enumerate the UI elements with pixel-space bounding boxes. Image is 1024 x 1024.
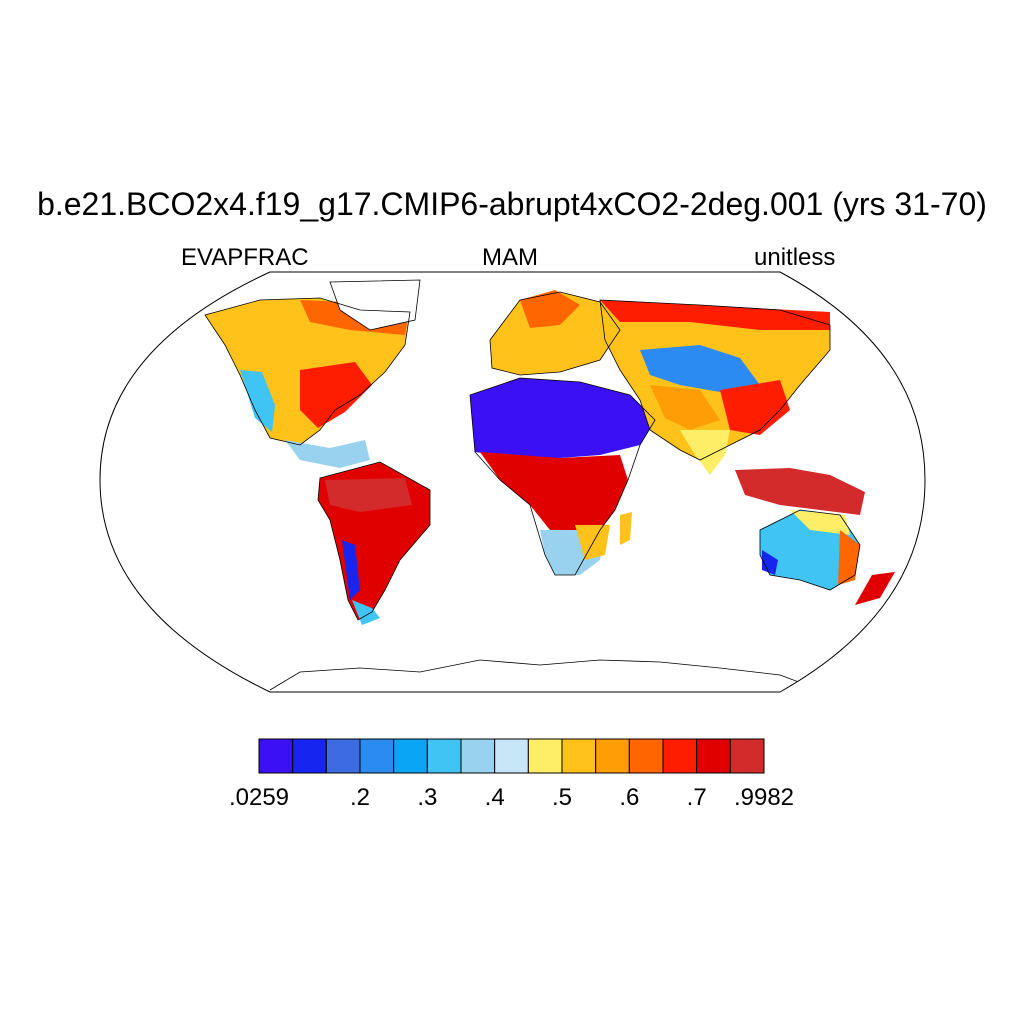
colorbar-tick-label: .3: [417, 784, 437, 811]
colorbar-box-2: [325, 738, 361, 774]
patagonia-region: [352, 600, 380, 625]
season-label: MAM: [482, 244, 538, 271]
mexico-region: [285, 440, 370, 468]
colorbar-box-7: [494, 738, 529, 774]
colorbar-box-5: [426, 738, 462, 774]
india-region: [680, 430, 730, 475]
north-america-east: [300, 362, 372, 428]
colorbar-tick-label: .7: [687, 784, 707, 811]
colorbar-box-8: [527, 738, 563, 774]
southeast-asia-region: [735, 468, 865, 515]
colorbar-tick-label: .6: [619, 784, 639, 811]
colorbar-tick-label: .2: [350, 784, 370, 811]
south-america-dry-west: [342, 540, 360, 600]
scandinavia-region: [520, 290, 580, 328]
map-title: b.e21.BCO2x4.f19_g17.CMIP6-abrupt4xCO2-2…: [37, 186, 987, 222]
central-asia-dry: [640, 345, 760, 392]
colorbar-box-9: [561, 738, 597, 774]
map-boundary: [99, 271, 926, 693]
colorbar-box-14: [729, 738, 765, 774]
colorbar-tick-label: .4: [485, 784, 505, 811]
madagascar-region: [620, 512, 632, 545]
australia-east: [838, 530, 860, 585]
siberia-region: [600, 300, 830, 330]
colorbar-box-13: [696, 738, 731, 774]
colorbar-tick-label: .5: [552, 784, 572, 811]
colorbar-box-0: [258, 738, 294, 774]
new-zealand-region: [855, 572, 895, 605]
greenland-region: [329, 279, 421, 331]
variable-label: EVAPFRAC: [181, 244, 309, 271]
units-label: unitless: [754, 244, 836, 271]
colorbar-tick-label: .9982: [734, 784, 794, 811]
southern-africa-east: [575, 525, 610, 560]
australia-north: [790, 510, 850, 535]
colorbar-box-11: [628, 738, 664, 774]
australia-south-west: [762, 550, 778, 575]
north-america-dry-west: [240, 370, 275, 432]
sahara-region: [470, 378, 655, 458]
colorbar-box-10: [595, 738, 630, 774]
europe-region: [490, 292, 620, 375]
colorbar-box-1: [292, 738, 327, 774]
east-asia-region: [720, 380, 790, 435]
antarctica-outline: [269, 659, 821, 691]
colorbar-box-3: [359, 738, 395, 774]
central-africa-region: [480, 452, 628, 540]
colorbar-tick-label: .0259: [229, 784, 289, 811]
land-field: [204, 279, 895, 691]
tibet-region: [650, 385, 720, 430]
colorbar-box-12: [662, 738, 698, 774]
colorbar-box-4: [393, 738, 428, 774]
coastlines: [204, 291, 861, 621]
colorbar-box-6: [460, 738, 496, 774]
amazon-region: [325, 478, 412, 512]
